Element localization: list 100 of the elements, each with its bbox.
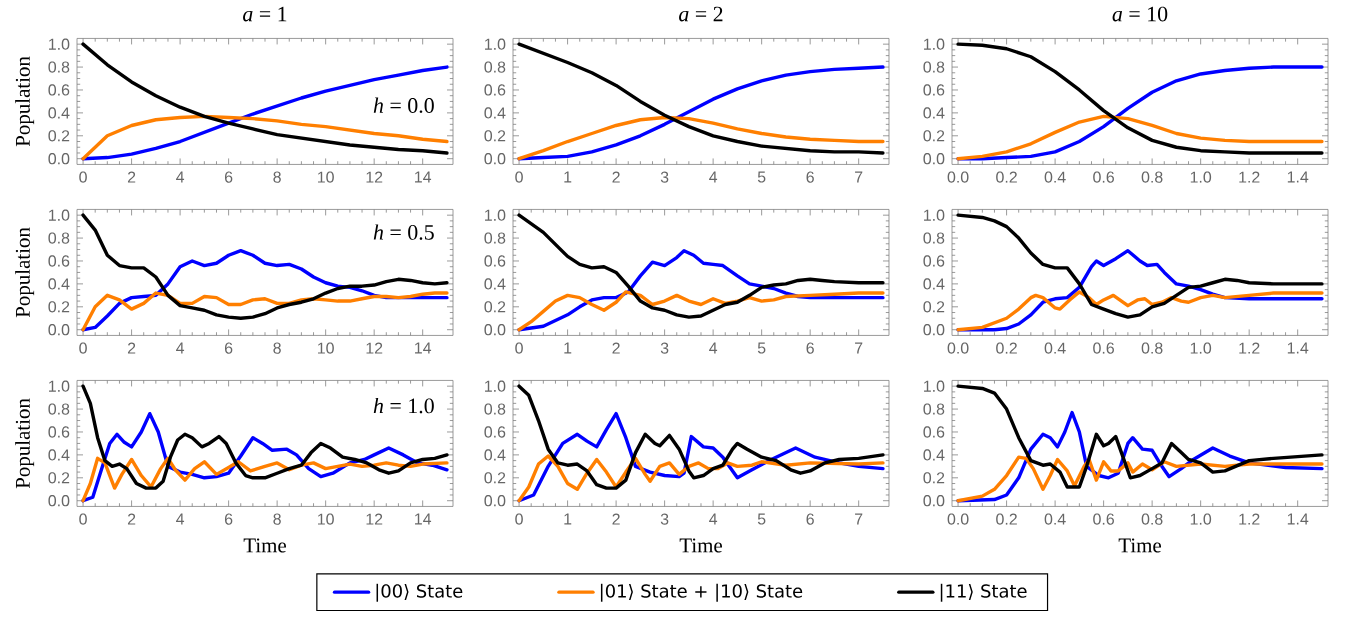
x-tick-label: 4: [709, 342, 718, 354]
y-tick-label: 0.8: [484, 61, 506, 73]
line-series: [517, 213, 885, 319]
y-tick-label: 0.6: [923, 84, 945, 96]
y-tick-label: 0.2: [923, 471, 945, 484]
line-series: [81, 384, 449, 490]
line-series: [81, 291, 449, 332]
y-axis-title: Population: [15, 56, 35, 146]
x-tick-label: 14: [415, 342, 432, 354]
legend-label: |11⟩ State: [940, 583, 1027, 602]
chart-title: a = 2: [679, 6, 723, 22]
x-tick-label: 0.8: [1141, 342, 1163, 354]
line-series: [956, 384, 1324, 489]
y-tick-label: 0.6: [48, 426, 70, 438]
x-tick-label: 0.6: [1093, 342, 1114, 354]
x-tick-label: 0.0: [947, 513, 969, 525]
y-tick-label: 1.0: [924, 380, 945, 392]
y-tick-label: 0.8: [923, 61, 945, 73]
y-tick-label: 0.4: [48, 107, 70, 119]
y-tick-label: 0.8: [48, 232, 70, 244]
y-tick-label: 0.6: [923, 426, 945, 438]
y-tick-label: 1.0: [485, 209, 506, 221]
y-tick-label: 1.0: [485, 380, 506, 392]
x-tick-label: 0.8: [1141, 171, 1163, 183]
y-tick-label: 0.4: [48, 449, 70, 461]
x-tick-label: 1.0: [1190, 513, 1212, 525]
x-tick-label: 0.2: [996, 513, 1017, 525]
y-tick-label: 0.0: [48, 323, 70, 336]
x-tick-label: 0.2: [996, 171, 1017, 183]
legend-label: |01⟩ State + |10⟩ State: [600, 583, 803, 602]
y-tick-label: 0.2: [48, 471, 70, 484]
y-tick-label: 0.0: [48, 152, 70, 165]
y-tick-label: 0.2: [484, 129, 506, 142]
x-tick-label: 7: [855, 342, 863, 354]
y-tick-label: 0.8: [923, 232, 945, 244]
y-tick-label: 0.4: [484, 278, 506, 290]
y-tick-label: 1.0: [49, 209, 70, 221]
x-tick-label: 12: [366, 171, 383, 183]
x-tick-label: 1.0: [1190, 342, 1212, 354]
x-tick-label: 4: [709, 513, 718, 525]
x-axis-title: Time: [243, 538, 286, 553]
chart-title: a = 10: [1112, 6, 1168, 22]
y-tick-label: 0.4: [484, 107, 506, 119]
x-tick-label: 2: [612, 513, 620, 525]
chart-title: a = 1: [243, 6, 287, 22]
y-tick-label: 0.4: [923, 449, 945, 461]
x-tick-label: 4: [709, 171, 718, 183]
y-tick-label: 1.0: [49, 380, 70, 392]
x-tick-label: 4: [176, 171, 185, 183]
y-tick-label: 0.0: [923, 323, 945, 336]
x-tick-label: 14: [415, 513, 432, 525]
line-series: [81, 213, 449, 320]
x-tick-label: 6: [224, 342, 233, 354]
y-tick-label: 0.6: [48, 255, 70, 267]
x-tick-label: 3: [660, 171, 669, 183]
x-tick-label: 8: [273, 171, 281, 183]
x-tick-label: 0.4: [1044, 513, 1066, 525]
y-tick-label: 0.8: [923, 403, 945, 415]
y-tick-label: 0.4: [923, 278, 945, 290]
y-tick-label: 0.2: [48, 300, 70, 313]
x-tick-label: 0.2: [996, 342, 1017, 354]
line-series: [956, 213, 1324, 319]
y-tick-label: 0.0: [48, 494, 70, 507]
x-tick-label: 0: [515, 513, 523, 525]
x-tick-label: 1.2: [1239, 342, 1260, 354]
annotation: h = 1.0: [373, 397, 434, 414]
x-tick-label: 6: [224, 513, 233, 525]
x-axis-title: Time: [1118, 538, 1162, 553]
x-tick-label: 7: [855, 171, 863, 183]
y-tick-label: 1.0: [485, 38, 506, 50]
y-tick-label: 0.4: [923, 107, 945, 119]
x-tick-label: 6: [806, 513, 814, 525]
y-tick-label: 0.8: [484, 232, 506, 244]
x-tick-label: 0.6: [1093, 513, 1114, 525]
x-tick-label: 6: [224, 171, 233, 183]
x-tick-label: 12: [366, 342, 383, 354]
x-tick-label: 0.0: [947, 171, 969, 183]
x-tick-label: 3: [660, 342, 669, 354]
x-tick-label: 4: [176, 513, 185, 525]
x-tick-label: 2: [612, 342, 620, 354]
annotation: h = 0.0: [373, 97, 434, 113]
x-tick-label: 2: [127, 342, 136, 354]
x-axis-title: Time: [679, 538, 722, 553]
y-tick-label: 0.2: [484, 471, 506, 484]
y-tick-label: 0.4: [48, 278, 70, 290]
x-tick-label: 0: [515, 342, 523, 354]
x-tick-label: 8: [273, 513, 281, 525]
y-tick-label: 0.8: [48, 403, 70, 415]
x-tick-label: 5: [757, 513, 766, 525]
y-tick-label: 0.6: [484, 84, 506, 96]
x-tick-label: 3: [660, 513, 669, 525]
line-series: [517, 289, 885, 332]
x-tick-label: 6: [806, 342, 814, 354]
x-tick-label: 1.0: [1190, 171, 1212, 183]
y-tick-label: 1.0: [924, 38, 945, 50]
x-tick-label: 10: [318, 342, 334, 354]
annotation: h = 0.5: [373, 224, 434, 240]
y-tick-label: 0.2: [48, 129, 70, 142]
x-tick-label: 1.4: [1287, 342, 1309, 354]
x-tick-label: 1: [564, 342, 572, 354]
